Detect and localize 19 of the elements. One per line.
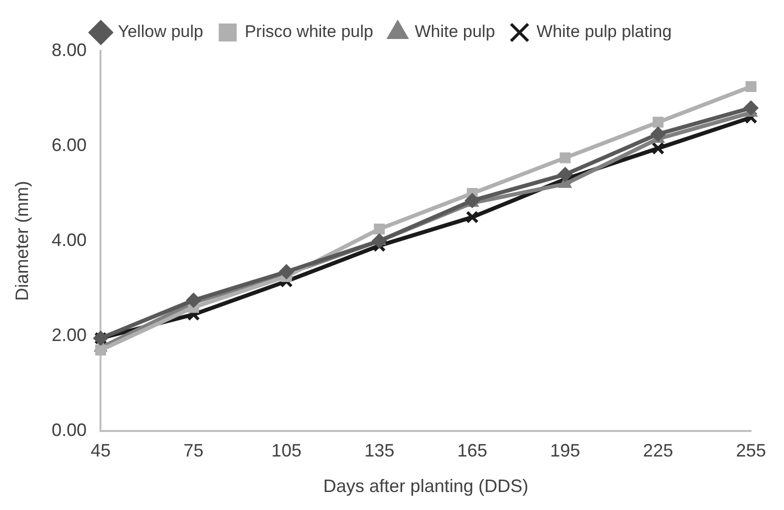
y-tick-label: 6.00: [52, 134, 87, 155]
y-axis-title: Diameter (mm): [12, 180, 32, 301]
x-tick-label: 255: [736, 440, 766, 461]
x-tick-label: 195: [550, 440, 580, 461]
x-tick-label: 165: [457, 440, 488, 461]
legend-label: White pulp plating: [536, 22, 672, 42]
x-tick-label: 225: [643, 440, 674, 461]
x-tick-label: 135: [364, 440, 394, 461]
x-tick-label: 45: [90, 440, 111, 461]
y-tick-label: 8.00: [52, 40, 87, 60]
y-tick-label: 2.00: [52, 324, 87, 345]
x-tick-label: 105: [271, 440, 302, 461]
x-axis-title: Days after planting (DDS): [323, 476, 528, 496]
legend-label: White pulp: [414, 22, 496, 42]
y-tick-label: 0.00: [52, 420, 87, 440]
legend-label: Yellow pulp: [118, 22, 204, 42]
x-tick-label: 75: [184, 440, 204, 461]
y-tick-label: 4.00: [52, 230, 87, 250]
legend-label: Prisco white pulp: [244, 22, 374, 42]
